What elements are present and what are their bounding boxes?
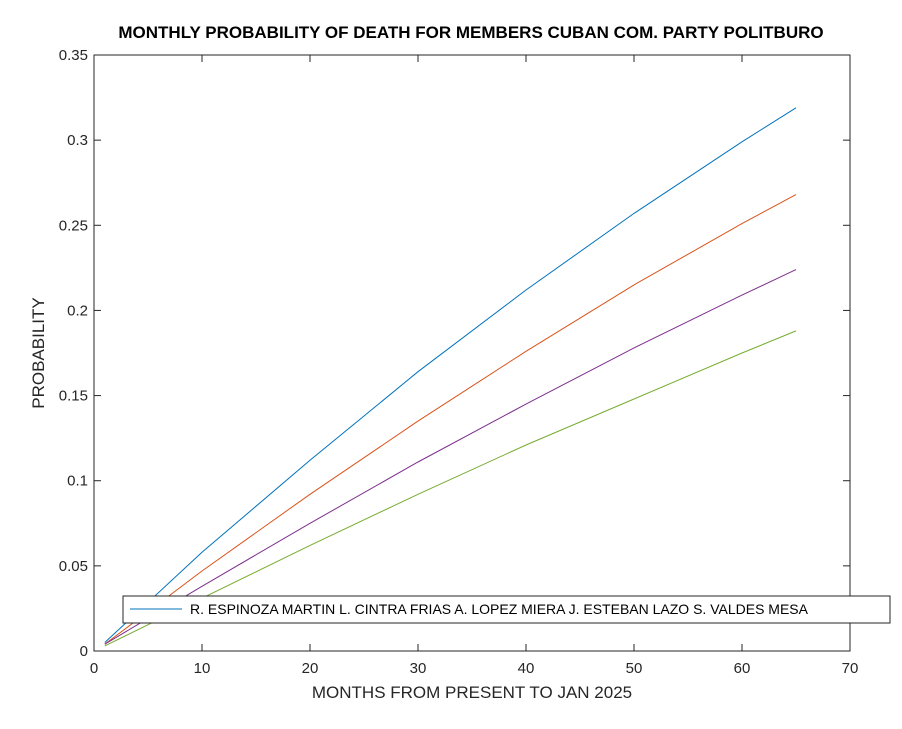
y-tick-label: 0.1 xyxy=(67,473,88,490)
y-tick-label: 0.3 xyxy=(67,132,88,149)
x-tick-label: 40 xyxy=(518,660,535,677)
x-tick-label: 30 xyxy=(410,660,427,677)
legend: R. ESPINOZA MARTIN L. CINTRA FRIAS A. LO… xyxy=(122,595,891,624)
x-tick-label: 50 xyxy=(626,660,643,677)
chart-title: MONTHLY PROBABILITY OF DEATH FOR MEMBERS… xyxy=(118,23,823,42)
legend-label: R. ESPINOZA MARTIN L. CINTRA FRIAS A. LO… xyxy=(190,601,809,617)
y-tick-label: 0.2 xyxy=(67,302,88,319)
legend-box xyxy=(122,595,891,624)
y-tick-label: 0.35 xyxy=(59,47,88,64)
x-tick-label: 0 xyxy=(90,660,98,677)
y-tick-label: 0.15 xyxy=(59,388,88,405)
y-tick-label: 0 xyxy=(80,643,88,660)
x-tick-label: 70 xyxy=(842,660,859,677)
x-axis-label: MONTHS FROM PRESENT TO JAN 2025 xyxy=(312,683,632,702)
series-line-1 xyxy=(104,107,797,643)
y-tick-label: 0.05 xyxy=(59,558,88,575)
axis-ticks: 0 10 20 30 40 50 60 70 0 0.05 0.1 0.15 0.2 0.25 0.3 0.3… xyxy=(59,47,859,677)
y-axis-label: PROBABILITY xyxy=(29,297,48,408)
series-lines xyxy=(104,107,797,647)
plot-frame xyxy=(93,54,851,652)
series-line-2 xyxy=(104,194,797,645)
series-line-4 xyxy=(104,330,797,647)
x-tick-label: 20 xyxy=(302,660,319,677)
y-tick-label: 0.25 xyxy=(59,217,88,234)
series-line-3 xyxy=(104,269,797,645)
x-tick-label: 60 xyxy=(734,660,751,677)
x-tick-label: 10 xyxy=(194,660,211,677)
